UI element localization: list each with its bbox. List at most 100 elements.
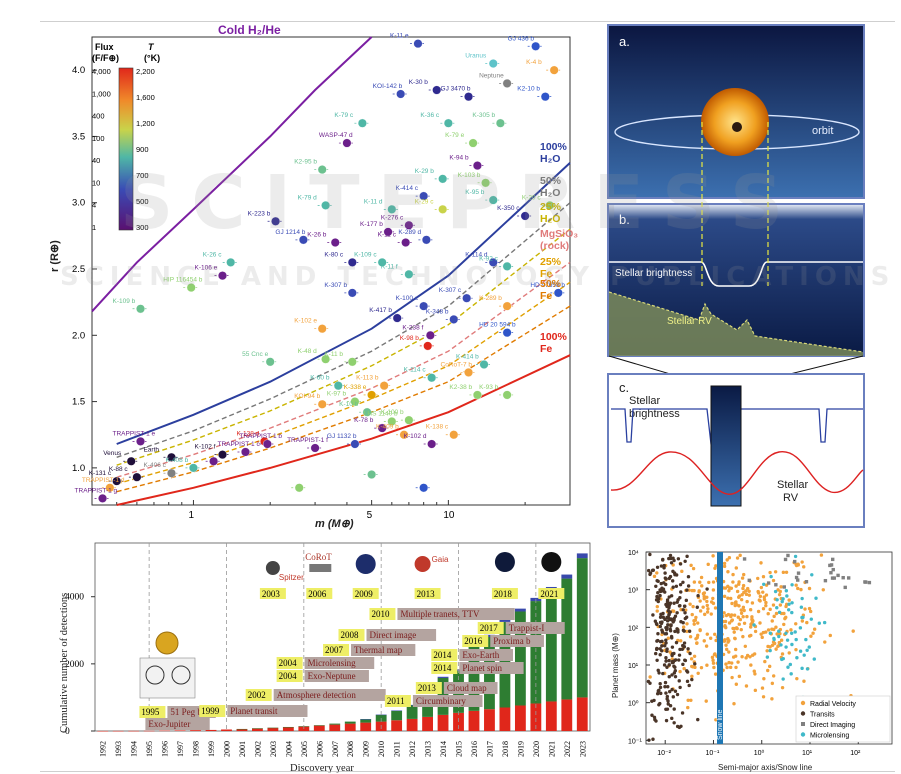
legend-marker bbox=[800, 711, 806, 716]
scatter-point bbox=[673, 658, 677, 662]
scatter-point bbox=[646, 568, 651, 573]
legend-label: Microlensing bbox=[810, 733, 849, 740]
scatter-point bbox=[760, 635, 764, 640]
scatter-point bbox=[777, 610, 782, 615]
scatter-point bbox=[758, 594, 763, 599]
scatter-point bbox=[799, 587, 803, 592]
scatter-point bbox=[658, 593, 662, 598]
composition-label-sub: Fe bbox=[540, 290, 552, 302]
scatter-point bbox=[762, 582, 766, 587]
mission-year-badge bbox=[538, 588, 565, 599]
scatter-point bbox=[658, 701, 662, 706]
scatter-point bbox=[724, 662, 728, 666]
mr-planet-label: K-29 c bbox=[415, 198, 435, 205]
event-text-badge bbox=[227, 705, 308, 717]
event-year: 2013 bbox=[418, 683, 437, 693]
mr-planet-label: K-20 c bbox=[522, 194, 542, 201]
event-year-badge bbox=[199, 705, 226, 717]
composition-label-sub: Fe bbox=[540, 343, 552, 355]
event-text: Trappist-I bbox=[509, 623, 545, 633]
mr-planet-label: K-348 b bbox=[426, 308, 449, 315]
t-tick-label: 700 bbox=[136, 171, 149, 180]
mr-planet-label: K-138 c bbox=[426, 424, 449, 431]
panel-a: a. orbit bbox=[607, 24, 865, 199]
mr-planet-point bbox=[438, 174, 448, 184]
scatter-point bbox=[677, 653, 682, 657]
mr-planet-point bbox=[404, 220, 414, 230]
scatter-point bbox=[864, 580, 868, 584]
mr-planet-point bbox=[347, 357, 357, 367]
scatter-point bbox=[776, 588, 780, 592]
composition-label: 100% bbox=[540, 331, 568, 343]
scatter-point bbox=[667, 613, 671, 617]
scatter-point bbox=[727, 621, 732, 625]
scatter-point bbox=[668, 650, 672, 654]
scatter-ytick-label: 10¹ bbox=[628, 663, 639, 670]
event-year: 2010 bbox=[371, 609, 390, 619]
scatter-point bbox=[823, 640, 827, 644]
mr-ytick-label: 1.5 bbox=[72, 397, 85, 408]
mr-planet-point bbox=[321, 200, 331, 210]
mr-planet-label: K-11 e bbox=[390, 33, 409, 40]
mr-planet-point bbox=[396, 89, 406, 99]
timeline-year-label: 2013 bbox=[424, 741, 433, 757]
scatter-point bbox=[705, 632, 709, 636]
mr-xtick-label: 5 bbox=[367, 510, 373, 521]
mr-xlabel: m (M⊕) bbox=[315, 518, 354, 530]
rv-curve bbox=[609, 292, 863, 356]
scatter-point bbox=[681, 662, 685, 667]
scatter-point bbox=[775, 632, 779, 636]
scatter-ytick-label: 10⁰ bbox=[628, 700, 639, 708]
t-title: T bbox=[148, 42, 155, 52]
mr-planet-point bbox=[545, 200, 555, 210]
mr-planet-label: TRAPPIST-1 c bbox=[217, 441, 260, 448]
mr-planet-label: TRAPPIST-1 b bbox=[239, 433, 282, 440]
scatter-point bbox=[734, 600, 738, 604]
mr-planet-point bbox=[226, 257, 236, 267]
timeline-bar bbox=[391, 720, 403, 731]
scatter-point bbox=[692, 654, 697, 658]
scatter-ytick-label: 10⁴ bbox=[628, 550, 639, 557]
mr-planet-label: HIP 116454 b bbox=[163, 277, 203, 284]
timeline-bar bbox=[468, 710, 480, 731]
event-text-badge bbox=[412, 695, 483, 707]
scatter-point bbox=[727, 556, 732, 560]
composition-label: 50% bbox=[540, 278, 562, 290]
scatter-point bbox=[772, 636, 776, 641]
top-rule bbox=[40, 21, 895, 22]
legend-label: Transits bbox=[810, 712, 835, 719]
mr-top-label: Cold H₂/He bbox=[218, 23, 281, 37]
scatter-point bbox=[656, 579, 660, 584]
scatter-point bbox=[705, 595, 709, 599]
scatter-point bbox=[703, 612, 707, 617]
mr-planet-point bbox=[330, 237, 340, 247]
timeline-bar bbox=[128, 730, 140, 732]
timeline-year-label: 1998 bbox=[192, 741, 201, 757]
scatter-point bbox=[669, 634, 674, 639]
scatter-ytick-label: 10⁻¹ bbox=[628, 738, 642, 745]
flux-tick-label: 400 bbox=[92, 112, 105, 121]
mr-planet-point bbox=[362, 407, 372, 417]
brightness-curve bbox=[609, 261, 863, 287]
scatter-point bbox=[785, 638, 790, 642]
scatter-point bbox=[670, 652, 675, 656]
scatter-point bbox=[688, 602, 692, 606]
mr-ytick-label: 2.0 bbox=[72, 330, 85, 341]
scatter-point bbox=[695, 635, 699, 640]
scatter-point bbox=[819, 553, 824, 557]
event-text: Exo-Neptune bbox=[308, 671, 356, 681]
scatter-point bbox=[711, 658, 715, 663]
timeline-year-label: 2023 bbox=[578, 741, 587, 757]
scatter-point bbox=[693, 662, 697, 666]
scatter-point bbox=[682, 604, 687, 608]
event-text: Atmosphere detection bbox=[277, 690, 357, 700]
scatter-point bbox=[805, 648, 809, 652]
scatter-point bbox=[774, 647, 778, 651]
scatter-point bbox=[672, 721, 676, 725]
event-text: Microlensing bbox=[308, 658, 356, 668]
scatter-point bbox=[686, 647, 690, 651]
scatter-point bbox=[770, 681, 775, 686]
mr-planet-point bbox=[464, 367, 474, 377]
scatter-point bbox=[777, 629, 781, 633]
mr-planet-point bbox=[387, 416, 397, 426]
